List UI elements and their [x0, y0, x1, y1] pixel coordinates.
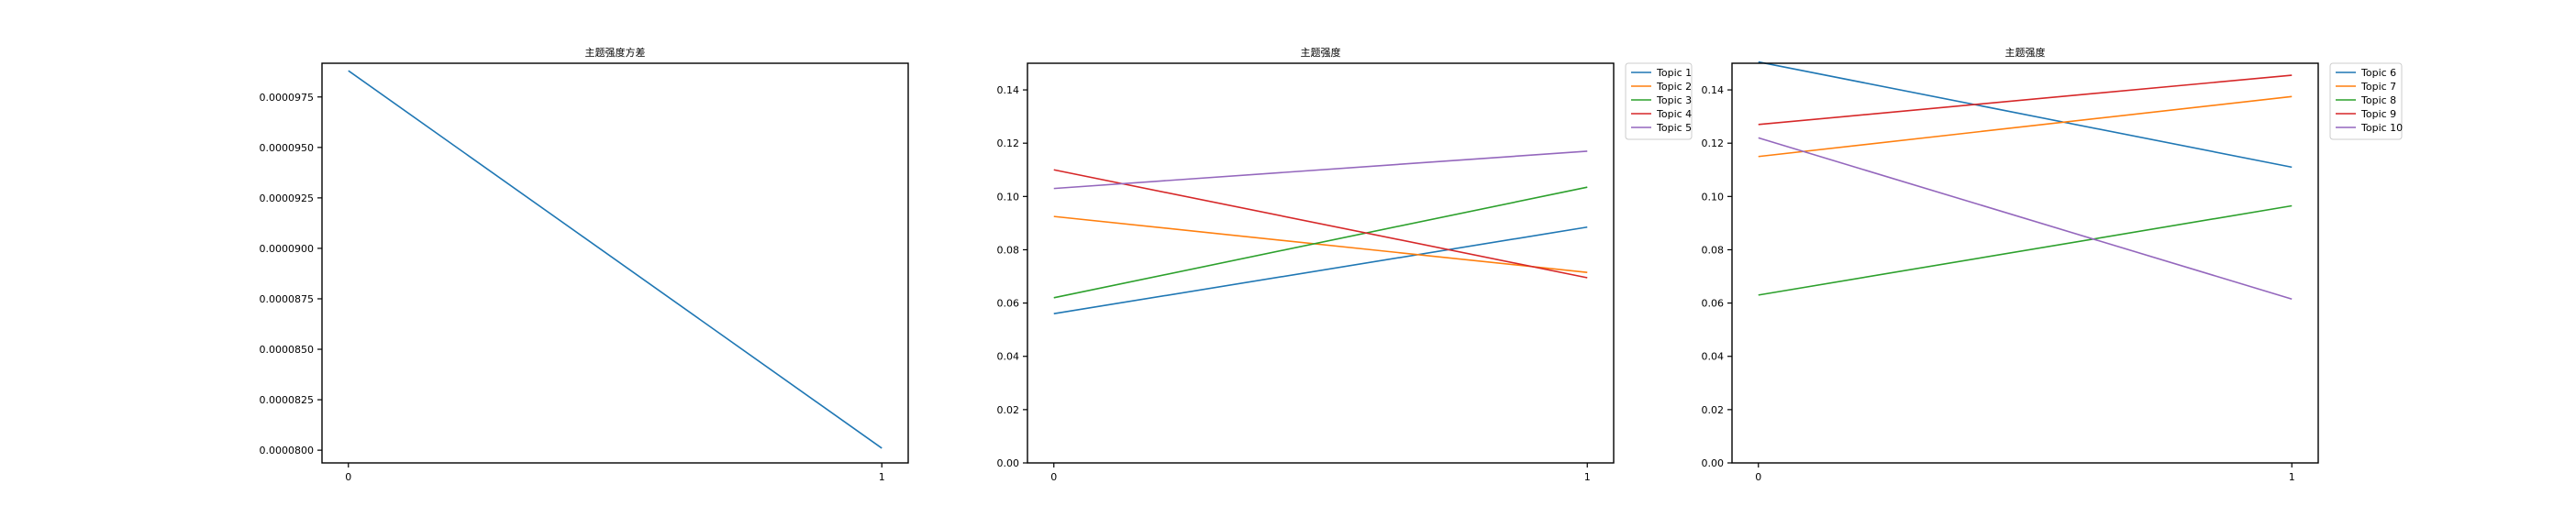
- y-tick-label: 0.0000900: [260, 243, 315, 255]
- chart-title: 主题强度: [2005, 46, 2046, 59]
- legend-label: Topic 8: [2360, 94, 2396, 106]
- y-tick-label: 0.14: [1702, 84, 1725, 96]
- series-line-topic-2: [1053, 215, 1588, 273]
- y-tick-label: 0.02: [997, 404, 1020, 416]
- legend-label: Topic 2: [1656, 81, 1692, 93]
- y-tick-label: 0.0000975: [260, 92, 315, 104]
- legend-label: Topic 7: [2360, 81, 2396, 93]
- y-tick-label: 0.06: [1702, 298, 1725, 310]
- x-tick-label: 1: [879, 471, 885, 483]
- series-line-topic-7: [1758, 95, 2293, 158]
- chart-panel-2: 主题强度 0 1 0.00 0.02 0.04 0.06 0.08 0.10 0.12 0.14 To…: [997, 46, 1693, 483]
- x-tick-label: 1: [2289, 471, 2295, 483]
- y-tick-label: 0.14: [997, 84, 1020, 96]
- series-line-topic-5: [1053, 150, 1588, 190]
- axes-frame: [1027, 62, 1615, 464]
- legend-label: Topic 4: [1656, 108, 1692, 120]
- y-tick-label: 0.12: [1702, 138, 1725, 149]
- chart-panel-3: 主题强度 0 1 0.00 0.02 0.04 0.06 0.08 0.10 0.12 0.14 To…: [1702, 46, 2404, 483]
- series-line-topic-9: [1758, 74, 2293, 126]
- y-tick-label: 0.0000925: [260, 192, 315, 204]
- x-tick-label: 0: [345, 471, 351, 483]
- y-tick-label: 0.12: [997, 138, 1020, 149]
- y-tick-label: 0.0000875: [260, 293, 315, 305]
- legend-label: Topic 1: [1656, 67, 1692, 79]
- y-tick-label: 0.00: [997, 457, 1020, 469]
- y-tick-label: 0.00: [1702, 457, 1725, 469]
- legend-box: [2329, 62, 2403, 140]
- legend-label: Topic 3: [1656, 94, 1692, 106]
- y-tick-label: 0.04: [997, 351, 1020, 363]
- legend-label: Topic 6: [2360, 67, 2396, 79]
- y-tick-label: 0.10: [997, 191, 1020, 203]
- series-line-topic-1: [1053, 226, 1588, 315]
- y-tick-label: 0.0000850: [260, 344, 315, 356]
- y-tick-label: 0.10: [1702, 191, 1725, 203]
- legend-label: Topic 5: [1656, 122, 1692, 134]
- y-tick-label: 0.08: [1702, 244, 1725, 256]
- series-line-topic-4: [1053, 169, 1588, 279]
- y-tick-label: 0.0000950: [260, 142, 315, 154]
- y-tick-label: 0.0000800: [260, 445, 315, 456]
- x-tick-label: 0: [1050, 471, 1057, 483]
- series-line-topic-3: [1053, 186, 1588, 299]
- axes-frame: [321, 62, 909, 464]
- x-tick-label: 1: [1584, 471, 1591, 483]
- y-tick-label: 0.02: [1702, 404, 1725, 416]
- series-line-topic-10: [1758, 137, 2293, 301]
- axes-frame: [1731, 62, 2319, 464]
- y-tick-label: 0.08: [997, 244, 1020, 256]
- chart-title: 主题强度方差: [585, 46, 646, 59]
- y-tick-label: 0.0000825: [260, 394, 315, 406]
- legend-box: [1625, 62, 1693, 140]
- chart-panel-1: 主题强度方差 0 1 0.0000800 0.0000825 0.0000850 0.000…: [260, 46, 909, 483]
- legend-label: Topic 9: [2360, 108, 2396, 120]
- series-line-topic-6: [1758, 60, 2293, 169]
- series-line-topic-8: [1758, 204, 2293, 296]
- y-tick-label: 0.04: [1702, 351, 1725, 363]
- y-tick-label: 0.06: [997, 298, 1020, 310]
- series-line-1: [348, 70, 883, 449]
- x-tick-label: 0: [1755, 471, 1761, 483]
- legend-label: Topic 10: [2360, 122, 2403, 134]
- chart-title: 主题强度: [1301, 46, 1341, 59]
